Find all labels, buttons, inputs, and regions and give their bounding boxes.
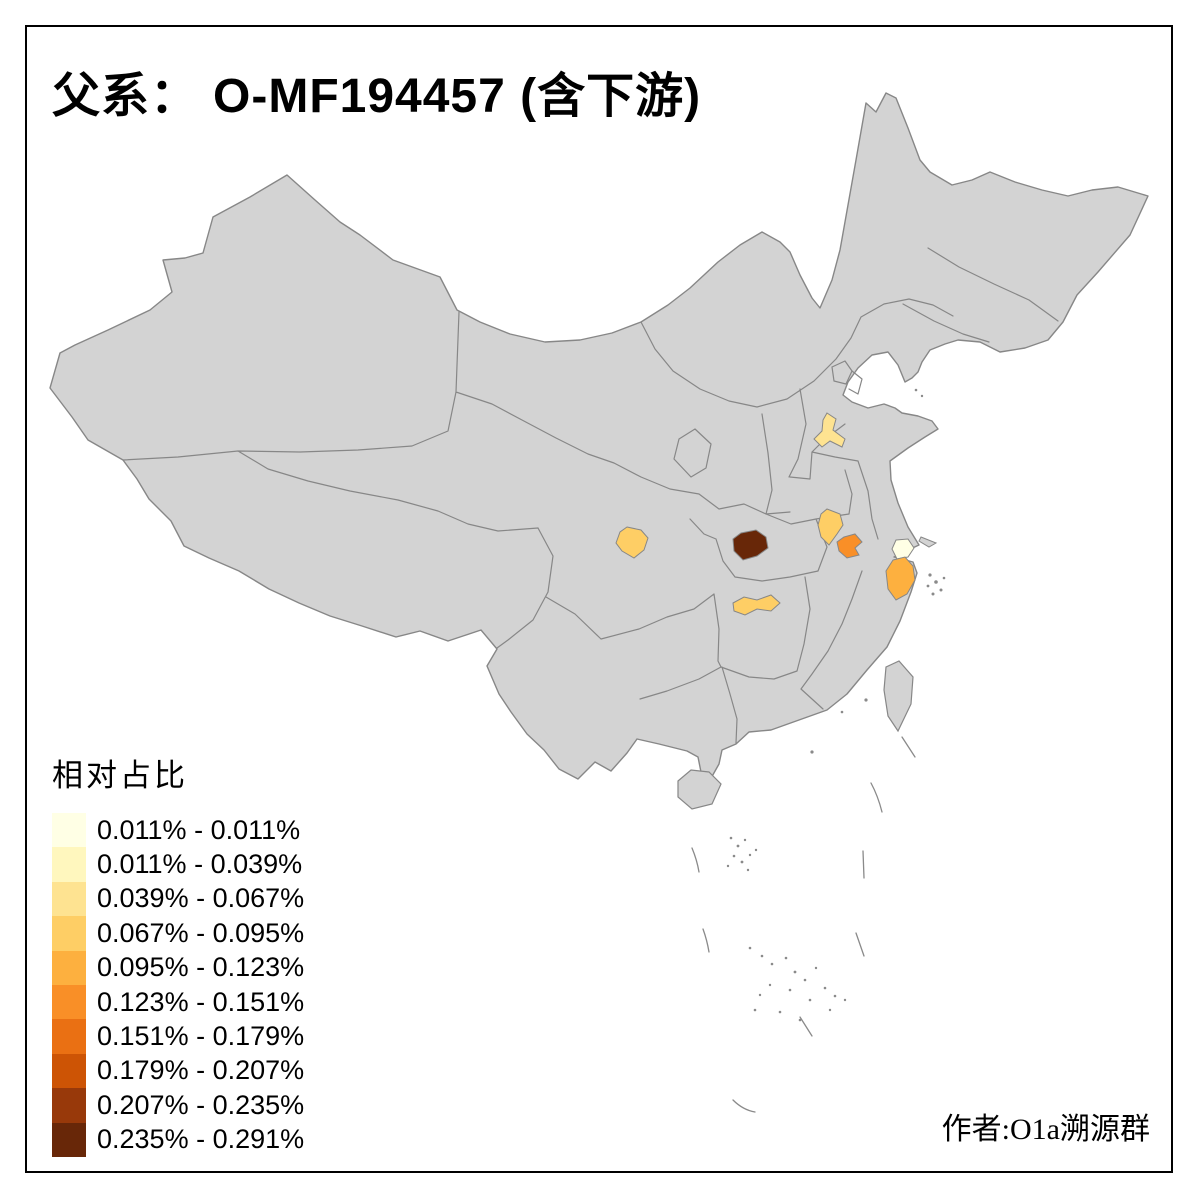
- region-anhui-center: [817, 508, 844, 546]
- legend-swatch: [52, 1019, 86, 1054]
- legend-swatch: [52, 1088, 86, 1123]
- legend-row: 0.095% - 0.123%: [52, 950, 305, 985]
- legend-row: 0.039% - 0.067%: [52, 881, 305, 917]
- title-haplogroup: O-MF194457 (含下游): [213, 70, 702, 123]
- region-shanghai-vicinity: [891, 538, 915, 560]
- legend-label: 0.123% - 0.151%: [97, 986, 305, 1017]
- legend-row: 0.011% - 0.039%: [52, 847, 304, 882]
- legend-label: 0.179% - 0.207%: [97, 1055, 305, 1086]
- legend-swatch: [52, 950, 86, 985]
- legend-swatch: [52, 916, 86, 951]
- legend-label: 0.039% - 0.067%: [97, 883, 305, 914]
- legend-row: 0.235% - 0.291%: [52, 1122, 305, 1157]
- legend-label: 0.095% - 0.123%: [97, 952, 305, 983]
- author-credit: 作者:O1a溯源群: [941, 1113, 1150, 1146]
- legend-title: 相对占比: [52, 758, 188, 793]
- region-shandong-center: [813, 412, 846, 448]
- legend-rows: 0.011% - 0.011% 0.011% - 0.039% 0.039% -…: [52, 813, 304, 1157]
- legend-swatch: [52, 847, 86, 882]
- legend-swatch: [52, 813, 86, 848]
- legend-label: 0.011% - 0.011%: [97, 814, 301, 845]
- region-zhejiang-north: [885, 556, 916, 601]
- china-mainland-shape: [49, 92, 1149, 781]
- region-hunan-north: [732, 594, 781, 616]
- chongming-island: [918, 536, 938, 548]
- sea-dash-lines: [691, 736, 916, 1113]
- region-sichuan-chengdu: [615, 526, 649, 559]
- legend-label: 0.207% - 0.235%: [97, 1089, 305, 1120]
- legend-label: 0.151% - 0.179%: [97, 1021, 305, 1052]
- legend-label: 0.235% - 0.291%: [97, 1124, 305, 1155]
- region-anhui-south: [836, 533, 863, 559]
- legend-swatch: [52, 1053, 86, 1089]
- legend-row: 0.179% - 0.207%: [52, 1053, 305, 1089]
- legend-swatch: [52, 881, 86, 917]
- taiwan-island: [883, 660, 914, 733]
- sea-islands: [726, 388, 946, 1022]
- legend-row: 0.123% - 0.151%: [52, 984, 305, 1020]
- legend-row: 0.151% - 0.179%: [52, 1019, 305, 1054]
- title-prefix: 父系：: [52, 70, 200, 123]
- page-title: 父系： O-MF194457 (含下游): [52, 56, 701, 126]
- legend-swatch: [52, 984, 86, 1020]
- legend-swatch: [52, 1122, 86, 1157]
- legend-row: 0.011% - 0.011%: [52, 813, 304, 848]
- legend-label: 0.067% - 0.095%: [97, 917, 305, 948]
- legend: 相对占比 0.011% - 0.011% 0.011% - 0.039% 0.0…: [52, 750, 304, 1157]
- legend-row: 0.067% - 0.095%: [52, 916, 305, 951]
- legend-row: 0.207% - 0.235%: [52, 1088, 305, 1123]
- hainan-island: [677, 769, 722, 810]
- region-hubei-west: [732, 529, 769, 561]
- province-borders: [122, 247, 1059, 744]
- legend-label: 0.011% - 0.039%: [97, 849, 303, 880]
